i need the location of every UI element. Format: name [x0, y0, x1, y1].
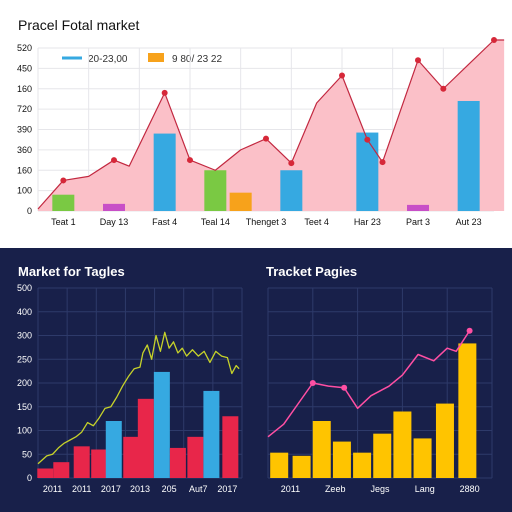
bar: [203, 391, 219, 478]
x-tick-label: Lang: [415, 484, 435, 494]
x-tick-label: Jegs: [370, 484, 390, 494]
y-tick-label: 200: [17, 378, 32, 388]
x-tick-label: 2011: [72, 484, 91, 494]
bar: [154, 134, 176, 211]
bar: [230, 193, 252, 211]
bar: [280, 170, 302, 211]
top-chart-title: Pracel Fotal market: [18, 17, 139, 33]
series-marker: [440, 86, 446, 92]
bar: [313, 421, 331, 478]
series-marker: [341, 385, 347, 391]
y-tick-label: 520: [17, 43, 32, 53]
x-tick-label: 2011: [281, 484, 300, 494]
bar: [356, 133, 378, 211]
series-marker: [467, 328, 473, 334]
series-marker: [162, 90, 168, 96]
series-marker: [263, 136, 269, 142]
y-tick-label: 400: [17, 307, 32, 317]
x-tick-label: Zeeb: [325, 484, 346, 494]
series-marker: [60, 177, 66, 183]
y-tick-label: 160: [17, 165, 32, 175]
y-tick-label: 250: [17, 354, 32, 364]
bar: [393, 412, 411, 479]
bar: [91, 450, 107, 479]
bar: [204, 170, 226, 211]
y-tick-label: 0: [27, 473, 32, 483]
bar: [154, 372, 170, 478]
x-tick-label: Part 3: [406, 217, 430, 227]
y-tick-label: 50: [22, 449, 32, 459]
x-tick-label: Har 23: [354, 217, 381, 227]
bar: [414, 438, 432, 478]
x-tick-label: Teat 1: [51, 217, 76, 227]
x-tick-label: 205: [162, 484, 177, 494]
bar: [333, 442, 351, 478]
bar: [436, 404, 454, 478]
bar: [222, 416, 238, 478]
x-tick-label: Aut 23: [456, 217, 482, 227]
series-marker: [187, 157, 193, 163]
series-marker: [339, 73, 345, 79]
y-tick-label: 100: [17, 186, 32, 196]
y-tick-label: 100: [17, 426, 32, 436]
bar: [270, 453, 288, 478]
bar: [123, 437, 139, 478]
bar: [373, 434, 391, 478]
x-tick-label: Fast 4: [152, 217, 177, 227]
y-tick-label: 390: [17, 125, 32, 135]
x-tick-label: Teal 14: [201, 217, 230, 227]
right-chart-title: Tracket Pagies: [266, 264, 357, 279]
series-marker: [415, 57, 421, 63]
bar: [53, 462, 69, 478]
left-chart-title: Market for Tagles: [18, 264, 125, 279]
y-tick-label: 0: [27, 206, 32, 216]
x-tick-label: 2017: [101, 484, 121, 494]
x-tick-label: Thenget 3: [246, 217, 287, 227]
bar: [293, 456, 311, 478]
series-marker: [491, 37, 497, 43]
bar: [106, 421, 122, 478]
bar: [458, 343, 476, 478]
legend-label-orange: 9 80/ 23 22: [172, 54, 222, 65]
bar: [37, 469, 53, 479]
series-marker: [288, 160, 294, 166]
y-tick-label: 720: [17, 104, 32, 114]
series-marker: [310, 380, 316, 386]
legend-swatch-orange: [148, 53, 164, 62]
bar: [170, 448, 186, 478]
x-tick-label: 2011: [43, 484, 62, 494]
x-tick-label: Aut7: [189, 484, 208, 494]
legend-label-blue: 20-23,00: [88, 54, 128, 65]
bar: [353, 453, 371, 478]
bar: [138, 399, 154, 478]
bar: [187, 437, 203, 478]
y-tick-label: 150: [17, 402, 32, 412]
x-tick-label: 2013: [130, 484, 150, 494]
series-marker: [111, 157, 117, 163]
bar: [103, 204, 125, 211]
bar: [458, 101, 480, 211]
y-tick-label: 360: [17, 145, 32, 155]
bar: [407, 205, 429, 211]
y-tick-label: 500: [17, 283, 32, 293]
y-tick-label: 160: [17, 84, 32, 94]
x-tick-label: Teet 4: [304, 217, 329, 227]
bar: [74, 446, 90, 478]
x-tick-label: Day 13: [100, 217, 129, 227]
x-tick-label: 2880: [460, 484, 480, 494]
x-tick-label: 2017: [217, 484, 237, 494]
bar: [52, 195, 74, 211]
y-tick-label: 450: [17, 63, 32, 73]
series-marker: [380, 159, 386, 165]
y-tick-label: 300: [17, 331, 32, 341]
series-marker: [364, 137, 370, 143]
